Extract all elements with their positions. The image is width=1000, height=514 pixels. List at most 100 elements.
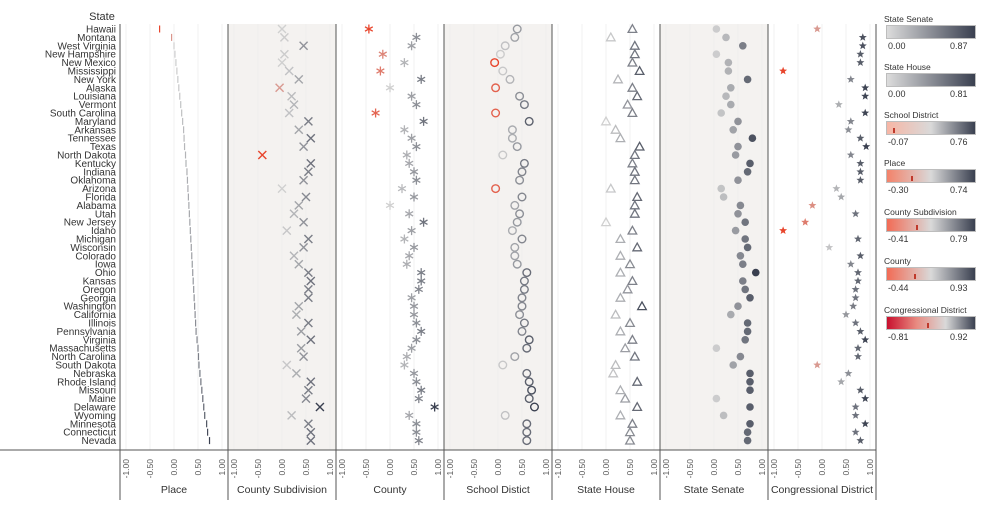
state-senate-mark bbox=[719, 193, 728, 201]
legend-max: 0.87 bbox=[950, 41, 968, 51]
school-district-mark bbox=[512, 142, 522, 152]
state-label: North Dakota bbox=[57, 151, 116, 162]
legend-title: County bbox=[884, 256, 911, 266]
congressional-district-mark bbox=[861, 92, 870, 100]
school-district-mark bbox=[512, 217, 522, 227]
state-senate-mark bbox=[712, 50, 721, 58]
congressional-district-mark bbox=[861, 108, 870, 117]
state-house-mark bbox=[631, 401, 643, 412]
state-senate-mark bbox=[743, 327, 752, 336]
county-subdivision-mark bbox=[306, 158, 316, 168]
county-subdivision-mark bbox=[279, 49, 289, 59]
school-district-mark bbox=[491, 83, 501, 93]
state-label: Texas bbox=[90, 142, 116, 153]
panel-title: Place bbox=[161, 484, 187, 496]
congressional-district-mark bbox=[832, 184, 841, 192]
x-tick-label: -0.50 bbox=[793, 459, 803, 479]
x-tick-label: 0.00 bbox=[277, 459, 287, 476]
county-subdivision-mark bbox=[296, 326, 306, 336]
x-tick-label: 0.00 bbox=[817, 459, 827, 476]
state-label: West Virginia bbox=[57, 41, 116, 52]
county-mark bbox=[371, 108, 380, 118]
county-subdivision-mark bbox=[282, 226, 292, 236]
county-subdivision-mark bbox=[287, 410, 297, 420]
state-house-mark bbox=[600, 216, 612, 227]
congressional-district-mark bbox=[851, 285, 860, 293]
state-label: New Jersey bbox=[64, 218, 116, 229]
state-house-mark bbox=[629, 149, 641, 160]
legend-block: County -0.44 0.93 bbox=[884, 256, 996, 306]
state-label: Pennsylvania bbox=[57, 327, 117, 338]
x-tick-label: 0.00 bbox=[493, 459, 503, 476]
legend-title: School District bbox=[884, 110, 939, 120]
congressional-district-mark bbox=[856, 50, 865, 58]
county-mark bbox=[412, 419, 421, 429]
legend-min: 0.00 bbox=[888, 41, 906, 51]
county-subdivision-mark bbox=[303, 385, 313, 395]
congressional-district-mark bbox=[856, 159, 865, 167]
state-house-mark bbox=[626, 82, 638, 92]
state-senate-mark bbox=[739, 42, 747, 50]
state-label: Maryland bbox=[75, 117, 116, 128]
school-district-mark bbox=[524, 335, 534, 345]
county-subdivision-mark bbox=[282, 360, 292, 370]
county-mark bbox=[407, 133, 416, 143]
congressional-district-mark bbox=[844, 369, 853, 377]
state-house-mark bbox=[605, 182, 617, 193]
state-label: Connecticut bbox=[63, 428, 116, 439]
congressional-district-mark bbox=[854, 344, 862, 352]
state-house-mark bbox=[614, 409, 626, 420]
legend-zero-tick bbox=[914, 274, 917, 279]
county-mark bbox=[404, 410, 414, 420]
x-tick-label: 0.00 bbox=[385, 459, 395, 476]
school-district-mark bbox=[515, 310, 525, 320]
county-mark bbox=[430, 402, 439, 412]
state-house-mark bbox=[614, 325, 626, 336]
county-subdivision-mark bbox=[303, 293, 313, 303]
state-senate-mark bbox=[743, 75, 752, 84]
state-senate-mark bbox=[712, 25, 721, 33]
school-district-mark bbox=[498, 360, 508, 370]
county-mark bbox=[412, 32, 421, 42]
congressional-district-mark bbox=[856, 327, 865, 335]
county-mark bbox=[409, 192, 419, 202]
state-label: Washington bbox=[64, 302, 116, 313]
congressional-district-mark bbox=[851, 318, 860, 327]
legend-min: -0.30 bbox=[888, 185, 909, 195]
legend-block: Congressional District -0.81 0.92 bbox=[884, 305, 996, 355]
legend-title: State Senate bbox=[884, 14, 934, 24]
legend-max: 0.74 bbox=[950, 185, 968, 195]
state-senate-mark bbox=[741, 218, 749, 226]
county-subdivision-mark bbox=[303, 284, 313, 294]
congressional-district-mark bbox=[861, 394, 870, 402]
legend-min: -0.44 bbox=[888, 283, 909, 293]
state-senate-mark bbox=[712, 344, 721, 353]
state-label: Montana bbox=[77, 33, 116, 44]
state-house-mark bbox=[631, 90, 643, 101]
county-mark bbox=[412, 335, 421, 345]
x-tick-label: 1.00 bbox=[865, 459, 875, 476]
state-label: Wyoming bbox=[74, 411, 116, 422]
legend-min: 0.00 bbox=[888, 89, 906, 99]
school-district-mark bbox=[517, 192, 527, 202]
county-subdivision-mark bbox=[306, 335, 316, 345]
county-subdivision-mark bbox=[277, 184, 287, 194]
state-label: Nebraska bbox=[73, 369, 116, 380]
x-tick-label: -0.50 bbox=[145, 459, 155, 479]
state-label: Oklahoma bbox=[70, 176, 116, 187]
x-tick-label: -0.50 bbox=[685, 459, 695, 479]
county-mark bbox=[412, 142, 421, 152]
state-senate-mark bbox=[739, 260, 747, 269]
state-label: Oregon bbox=[83, 285, 116, 296]
school-district-mark bbox=[522, 343, 532, 353]
legend-min: -0.07 bbox=[888, 137, 909, 147]
state-house-mark bbox=[626, 56, 638, 67]
state-senate-mark bbox=[746, 378, 754, 386]
school-district-mark bbox=[510, 200, 520, 210]
county-mark bbox=[409, 242, 419, 252]
county-mark bbox=[409, 310, 419, 320]
state-label: Massachusetts bbox=[49, 344, 116, 355]
school-district-mark bbox=[495, 49, 505, 59]
county-mark bbox=[416, 385, 426, 395]
state-house-mark bbox=[622, 283, 634, 294]
